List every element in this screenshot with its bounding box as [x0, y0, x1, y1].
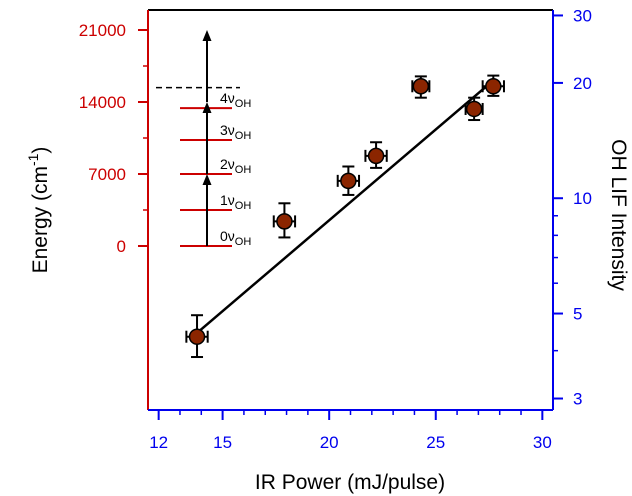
right-axis-label: OH LIF Intensity — [607, 139, 630, 291]
data-point — [412, 78, 430, 95]
level-label-base: 0ν — [220, 228, 235, 244]
left-axis-label-main: Energy (cm — [29, 166, 52, 273]
level-label-base: 3ν — [220, 122, 235, 138]
left-axis-ticks: 0 7000 14000 21000 — [79, 21, 148, 256]
left-axis-label-close: ) — [29, 147, 52, 154]
energy-level-label: 4νOH — [220, 90, 251, 110]
level-label-sub: OH — [235, 130, 252, 142]
x-tick-label: 12 — [149, 433, 168, 452]
level-label-base: 2ν — [220, 156, 235, 172]
right-tick-label: 20 — [573, 74, 592, 93]
excitation-arrow-head — [202, 102, 212, 113]
x-tick-label: 20 — [320, 433, 339, 452]
excitation-arrow-head — [202, 30, 212, 41]
data-point — [367, 147, 385, 165]
left-tick-label: 7000 — [88, 165, 126, 184]
left-tick-label: 21000 — [79, 21, 126, 40]
data-points — [185, 74, 505, 359]
energy-level-label: 3νOH — [220, 122, 251, 142]
data-point — [485, 78, 502, 95]
x-axis-label: IR Power (mJ/pulse) — [255, 471, 445, 494]
right-axis-ticks: 3 5 10 20 30 — [553, 6, 592, 409]
level-label-sub: OH — [235, 164, 252, 176]
left-axis-label-sup: -1 — [25, 153, 41, 166]
x-tick-label: 15 — [213, 433, 232, 452]
energy-level-label: 0νOH — [220, 228, 251, 248]
left-tick-label: 14000 — [79, 93, 126, 112]
x-tick-label: 25 — [426, 433, 445, 452]
right-tick-label: 10 — [573, 189, 592, 208]
x-axis-ticks: 12 15 20 25 30 — [149, 410, 552, 452]
left-tick-label: 0 — [117, 237, 126, 256]
level-label-base: 4ν — [220, 90, 235, 106]
data-point — [188, 328, 206, 345]
linear-fit-line — [196, 79, 495, 334]
level-label-sub: OH — [235, 200, 252, 212]
data-point — [276, 213, 293, 230]
energy-level-label: 1νOH — [220, 192, 251, 212]
level-label-sub: OH — [235, 98, 252, 110]
data-point — [340, 172, 357, 190]
level-label-base: 1ν — [220, 192, 235, 208]
left-axis-label: Energy (cm-1) — [25, 147, 52, 274]
right-tick-label: 5 — [573, 305, 582, 324]
data-point — [465, 100, 483, 118]
energy-level-label: 2νOH — [220, 156, 251, 176]
level-label-sub: OH — [235, 236, 252, 248]
right-tick-label: 30 — [573, 6, 592, 25]
x-tick-label: 30 — [533, 433, 552, 452]
excitation-arrow-head — [202, 174, 212, 185]
right-tick-label: 3 — [573, 390, 582, 409]
